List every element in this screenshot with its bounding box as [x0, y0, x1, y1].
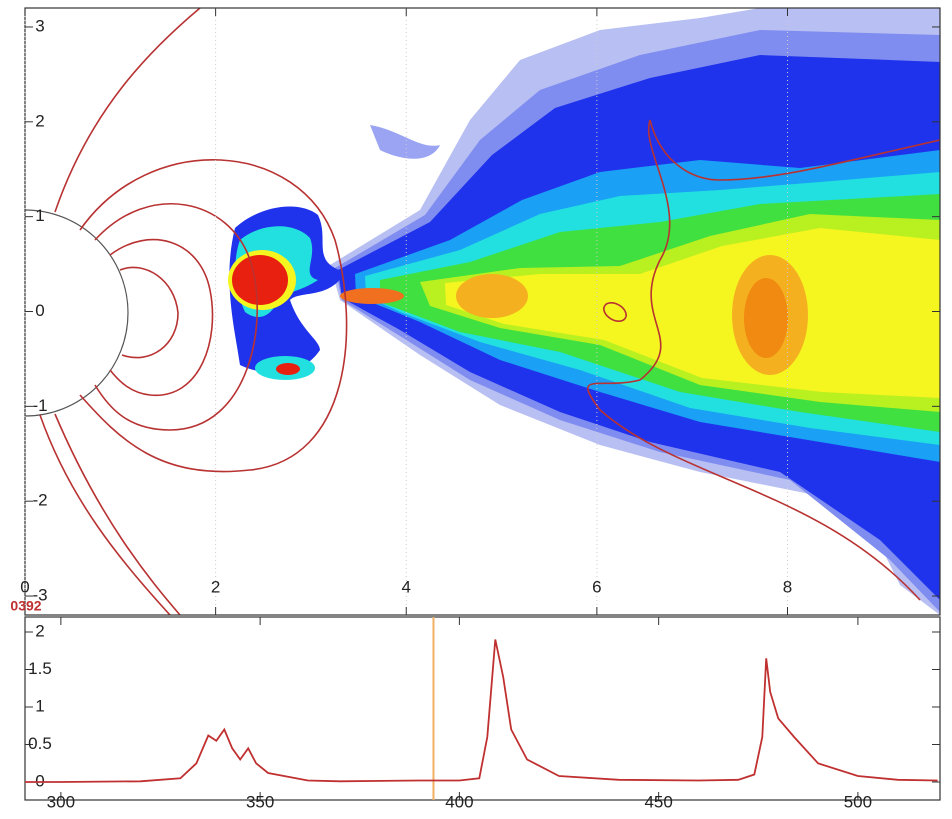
- y-tick-label: 1: [35, 696, 44, 715]
- y-tick-label: 2: [35, 621, 44, 640]
- x-tick-label: 300: [47, 792, 75, 811]
- y-tick-label: 0: [35, 771, 44, 790]
- series-line: [25, 640, 938, 783]
- y-tick-label: 1: [35, 206, 44, 225]
- bottom-panel: 300 350 400 450 500 0 0.5 1 1.5 2: [25, 617, 940, 811]
- y-tick-label: -1: [32, 396, 47, 415]
- annotation: 0392: [10, 598, 41, 614]
- x-tick-label: 6: [592, 577, 601, 596]
- y-tick-label: -2: [32, 491, 47, 510]
- y-tick-label: 0.5: [28, 734, 52, 753]
- x-tick-label: 0: [20, 577, 29, 596]
- x-tick-label: 4: [402, 577, 411, 596]
- x-tick-label: 400: [445, 792, 473, 811]
- figure: 024683210-1-2-30392 30035040045050000.51…: [0, 0, 952, 819]
- x-tick-label: 8: [783, 577, 792, 596]
- y-tick-label: 3: [35, 16, 44, 35]
- x-tick-label: 500: [844, 792, 872, 811]
- y-tick-label: 2: [35, 111, 44, 130]
- y-tick-label: 0: [35, 301, 44, 320]
- contour-field: [228, 8, 940, 615]
- x-tick-label: 2: [211, 577, 220, 596]
- plot-frame: [25, 617, 940, 800]
- y-tick-label: 1.5: [28, 659, 52, 678]
- x-tick-label: 450: [644, 792, 672, 811]
- x-tick-label: 350: [246, 792, 274, 811]
